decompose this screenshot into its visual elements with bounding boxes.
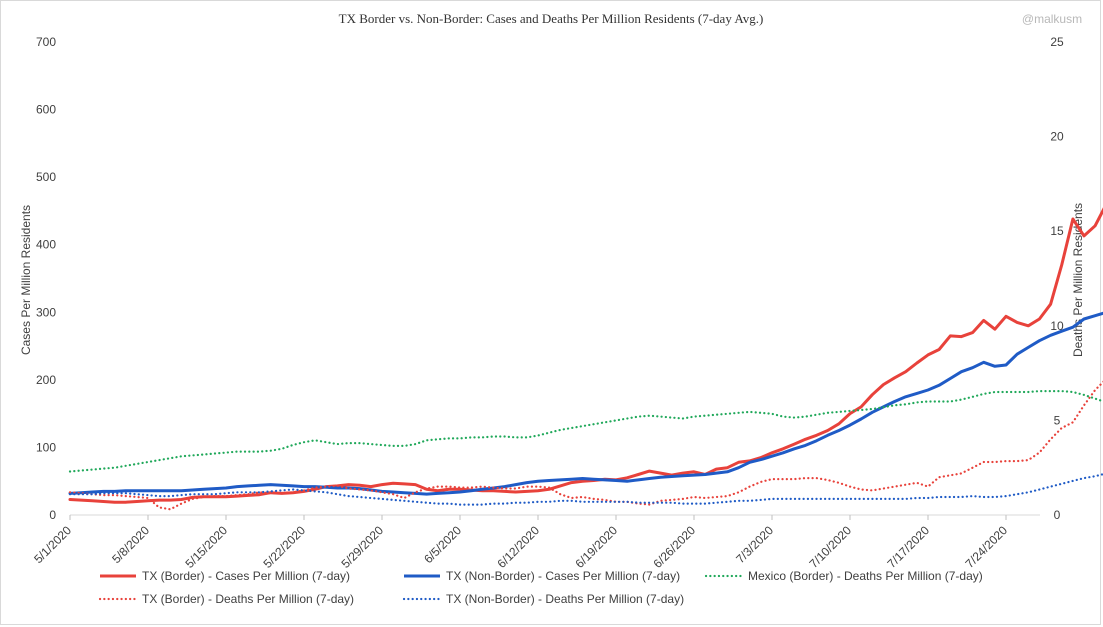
x-tick-label: 7/17/2020	[884, 523, 932, 571]
y-left-tick-label: 500	[36, 170, 56, 184]
y-left-tick-label: 0	[49, 508, 56, 522]
y-left-tick-label: 700	[36, 35, 56, 49]
y-left-tick-label: 300	[36, 305, 56, 319]
y-left-tick-label: 200	[36, 373, 56, 387]
legend-label: TX (Border) - Deaths Per Million (7-day)	[142, 592, 354, 606]
x-tick-label: 6/5/2020	[421, 523, 464, 566]
y-right-tick-label: 0	[1054, 508, 1061, 522]
y-right-tick-label: 10	[1050, 319, 1064, 333]
y-axis-left-title: Cases Per Million Residents	[19, 205, 33, 355]
series-line-tx-border-deaths-per-million-7-day	[68, 380, 1103, 511]
x-tick-label: 7/3/2020	[733, 523, 776, 566]
x-tick-label: 7/24/2020	[962, 523, 1010, 571]
series-line-tx-non-border-deaths-per-million-7-day	[68, 473, 1103, 506]
x-tick-label: 5/22/2020	[260, 523, 308, 571]
x-tick-label: 6/26/2020	[650, 523, 698, 571]
y-left-tick-label: 600	[36, 103, 56, 117]
series-line-mexico-border-deaths-per-million-7-day	[68, 390, 1103, 473]
y-right-tick-label: 5	[1054, 413, 1061, 427]
series-line-tx-border-cases-per-million-7-day	[68, 207, 1103, 504]
y-left-tick-label: 100	[36, 440, 56, 454]
legend-label: TX (Non-Border) - Deaths Per Million (7-…	[446, 592, 684, 606]
credit-label: @malkusm	[1022, 12, 1082, 26]
x-tick-label: 5/8/2020	[109, 523, 152, 566]
x-tick-label: 5/1/2020	[31, 523, 74, 566]
y-left-tick-label: 400	[36, 238, 56, 252]
legend-label: TX (Non-Border) - Cases Per Million (7-d…	[446, 569, 680, 583]
legend: TX (Border) - Cases Per Million (7-day) T…	[98, 569, 983, 606]
x-tick-label: 5/15/2020	[182, 523, 230, 571]
x-tick-label: 5/29/2020	[338, 523, 386, 571]
x-tick-label: 6/12/2020	[494, 523, 542, 571]
legend-label: TX (Border) - Cases Per Million (7-day)	[142, 569, 350, 583]
y-right-tick-label: 15	[1050, 224, 1064, 238]
y-axis-right-title: Deaths Per Million Residents	[1071, 203, 1085, 357]
series-line-tx-non-border-cases-per-million-7-day	[68, 311, 1103, 496]
series-layer	[68, 207, 1103, 511]
y-right-tick-label: 25	[1050, 35, 1064, 49]
y-right-tick-label: 20	[1050, 130, 1064, 144]
legend-label: Mexico (Border) - Deaths Per Million (7-…	[748, 569, 983, 583]
x-tick-label: 7/10/2020	[806, 523, 854, 571]
chart-title: TX Border vs. Non-Border: Cases and Deat…	[339, 11, 764, 26]
x-tick-label: 6/19/2020	[572, 523, 620, 571]
